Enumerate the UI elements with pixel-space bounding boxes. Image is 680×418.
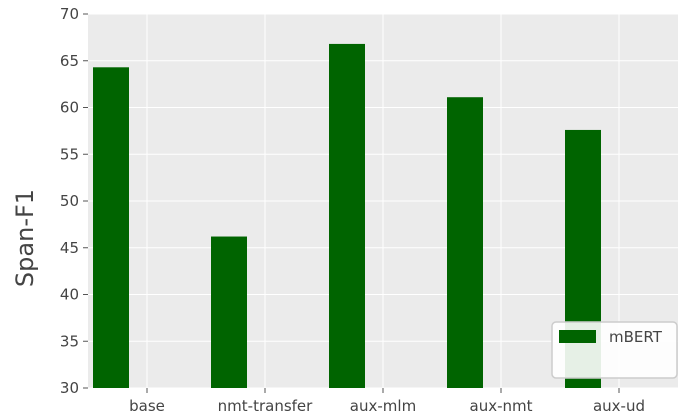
legend: mBERT (551, 321, 678, 379)
bar-nmt-transfer (211, 236, 247, 388)
y-tick-label: 30 (60, 379, 79, 397)
bars (93, 43, 601, 389)
y-axis-ticks: 30 35 40 45 50 55 60 65 70 (60, 5, 88, 397)
grid-lines (88, 13, 678, 389)
x-tick-label: aux-ud (593, 397, 645, 413)
x-tick-label: base (129, 397, 165, 413)
x-axis-ticks: base nmt-transfer aux-mlm aux-nmt aux-ud (129, 388, 645, 415)
legend-label: mBERT (609, 328, 663, 346)
x-tick-label: aux-mlm (350, 397, 416, 413)
y-tick-label: 40 (60, 286, 79, 304)
y-tick-label: 70 (60, 5, 79, 23)
y-tick-label: 60 (60, 99, 79, 117)
x-tick-label: aux-nmt (470, 397, 533, 413)
y-axis-label: Span-F1 (11, 189, 39, 287)
y-tick-label: 55 (60, 145, 79, 163)
y-tick-label: 65 (60, 52, 79, 70)
bar-aux-mlm (329, 43, 365, 389)
legend-swatch (559, 330, 596, 343)
y-tick-label: 35 (60, 332, 79, 350)
y-tick-label: 45 (60, 239, 79, 257)
bar-aux-nmt (447, 97, 483, 388)
x-tick-label: nmt-transfer (218, 397, 313, 413)
y-tick-label: 50 (60, 192, 79, 210)
bar-base (93, 67, 129, 389)
